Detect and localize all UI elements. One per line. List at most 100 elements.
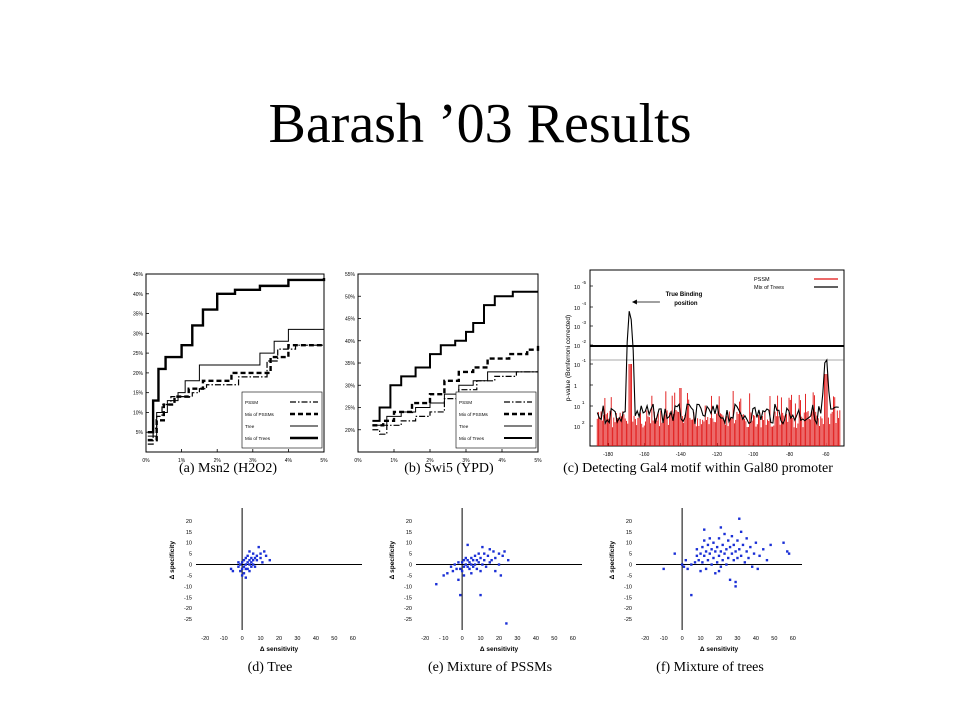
y-tick-label: 10 bbox=[574, 285, 580, 291]
y-tick-label: -10 bbox=[184, 584, 192, 590]
y-tick-label: 20 bbox=[626, 519, 632, 525]
legend-label: Tree bbox=[459, 424, 469, 429]
scatter-point bbox=[714, 550, 717, 553]
x-tick-label: -140 bbox=[676, 452, 686, 458]
panel-c-gal4: 10 -5 10 -4 10 -3 10 -2 10 -1 1 10 1 10 2 p-value (Bonf… bbox=[558, 266, 848, 482]
y-tick-label: 10 bbox=[574, 425, 580, 431]
scatter-point bbox=[242, 565, 246, 568]
scatter-point bbox=[462, 574, 466, 577]
scatter-point bbox=[756, 567, 759, 571]
scatter-point bbox=[462, 565, 466, 568]
x-axis-label: Δ sensitivity bbox=[260, 646, 299, 653]
line-chart-b: 0% 1% 2% 3% 4% 5% 20% 25% 30% 35% 40% 45% 50% 55% PSSM… bbox=[345, 272, 542, 464]
y-tick-label: 25% bbox=[133, 351, 144, 357]
scatter-point bbox=[479, 569, 482, 573]
scatter-point bbox=[250, 561, 253, 564]
scatter-point bbox=[732, 543, 735, 547]
x-tick-label: -60 bbox=[822, 452, 829, 458]
annotation-arrowhead bbox=[631, 299, 637, 305]
y-tick-label: 15 bbox=[626, 530, 632, 536]
legend-label: Mix of Trees bbox=[245, 436, 271, 441]
y-tick-exponent: -4 bbox=[582, 301, 586, 306]
legend-label: Mix of PSSMs bbox=[459, 412, 489, 417]
scatter-point bbox=[470, 572, 473, 575]
y-tick-exponent: 2 bbox=[582, 420, 585, 425]
scatter-point bbox=[248, 569, 251, 573]
scatter-point bbox=[717, 537, 721, 540]
scatter-point bbox=[457, 561, 460, 564]
y-tick-label: 45% bbox=[133, 272, 144, 278]
x-tick-label: 0 bbox=[241, 636, 244, 642]
scatter-point bbox=[725, 548, 728, 551]
scatter-point bbox=[505, 622, 508, 625]
x-tick-label: -80 bbox=[786, 452, 793, 458]
scatter-point bbox=[690, 563, 693, 566]
y-tick-label: -5 bbox=[187, 573, 192, 579]
y-tick-label: 5 bbox=[629, 552, 632, 558]
y-tick-label: 10 bbox=[626, 541, 632, 547]
y-tick-label: 0 bbox=[189, 563, 192, 569]
y-tick-label: 40% bbox=[345, 339, 356, 345]
scatter-point bbox=[484, 565, 488, 568]
scatter-point bbox=[466, 558, 469, 562]
scatter-point bbox=[490, 558, 493, 562]
scatter-point bbox=[242, 558, 246, 562]
scatter-point bbox=[460, 561, 464, 564]
x-tick-label: -120 bbox=[712, 452, 722, 458]
scatter-point bbox=[246, 567, 249, 571]
scatter-point bbox=[449, 565, 453, 568]
scatter-point bbox=[712, 541, 715, 544]
scatter-point bbox=[507, 558, 510, 562]
legend-label: Mix of Trees bbox=[754, 285, 784, 291]
scatter-point bbox=[728, 545, 732, 549]
scatter-point bbox=[231, 569, 235, 573]
y-tick-label: -20 bbox=[184, 606, 192, 612]
scatter-point bbox=[435, 582, 438, 586]
series-line-tree bbox=[147, 328, 324, 437]
scatter-point bbox=[239, 563, 242, 566]
scatter-point bbox=[695, 554, 699, 558]
scatter-point bbox=[237, 561, 240, 564]
x-tick-label: 20 bbox=[496, 636, 502, 642]
scatter-point bbox=[765, 558, 769, 562]
scatter-point bbox=[703, 528, 706, 531]
scatter-point bbox=[736, 539, 739, 542]
x-tick-label: -10 bbox=[220, 636, 228, 642]
x-tick-label: 5% bbox=[320, 458, 328, 464]
caption-a: (a) Msn2 (H2O2) bbox=[179, 461, 277, 476]
scatter-point bbox=[741, 543, 745, 547]
scatter-point bbox=[708, 537, 711, 540]
scatter-point bbox=[246, 561, 249, 564]
y-tick-label: 0 bbox=[629, 563, 632, 569]
y-tick-label: 15 bbox=[406, 530, 412, 536]
scatter-point bbox=[787, 552, 791, 555]
scatter-point bbox=[499, 574, 503, 577]
scatter-point bbox=[734, 580, 737, 584]
y-tick-label: 35% bbox=[133, 312, 144, 318]
scatter-point bbox=[710, 563, 713, 566]
scatter-point bbox=[743, 561, 747, 564]
x-tick-label: -20 bbox=[641, 636, 649, 642]
x-tick-label: 5% bbox=[534, 458, 542, 464]
x-tick-label: 0 bbox=[681, 636, 684, 642]
scatter-point bbox=[739, 554, 743, 558]
y-tick-label: 15 bbox=[186, 530, 192, 536]
scatter-point bbox=[704, 567, 708, 571]
scatter-point bbox=[723, 552, 726, 555]
scatter-point bbox=[239, 569, 242, 573]
x-tick-label: 60 bbox=[350, 636, 356, 642]
caption-c: (c) Detecting Gal4 motif within Gal80 pr… bbox=[563, 461, 833, 476]
y-tick-exponent: 1 bbox=[582, 400, 585, 405]
y-tick-label: -15 bbox=[624, 595, 632, 601]
y-tick-exponent: -3 bbox=[582, 320, 586, 325]
scatter-point bbox=[695, 548, 699, 551]
panel-a-msn2: 0% 1% 2% 3% 4% 5% 5% 10% 15% 20% 25% 30% 35% 40% 45% PS… bbox=[118, 262, 338, 482]
scatter-point bbox=[762, 548, 765, 551]
scatter-point bbox=[483, 552, 486, 555]
x-tick-label: 40 bbox=[313, 636, 319, 642]
scatter-point bbox=[471, 558, 475, 562]
scatter-point bbox=[719, 526, 723, 529]
x-tick-label: 60 bbox=[790, 636, 796, 642]
scatter-point bbox=[475, 567, 479, 571]
series-line-mix-of-trees bbox=[147, 277, 326, 434]
